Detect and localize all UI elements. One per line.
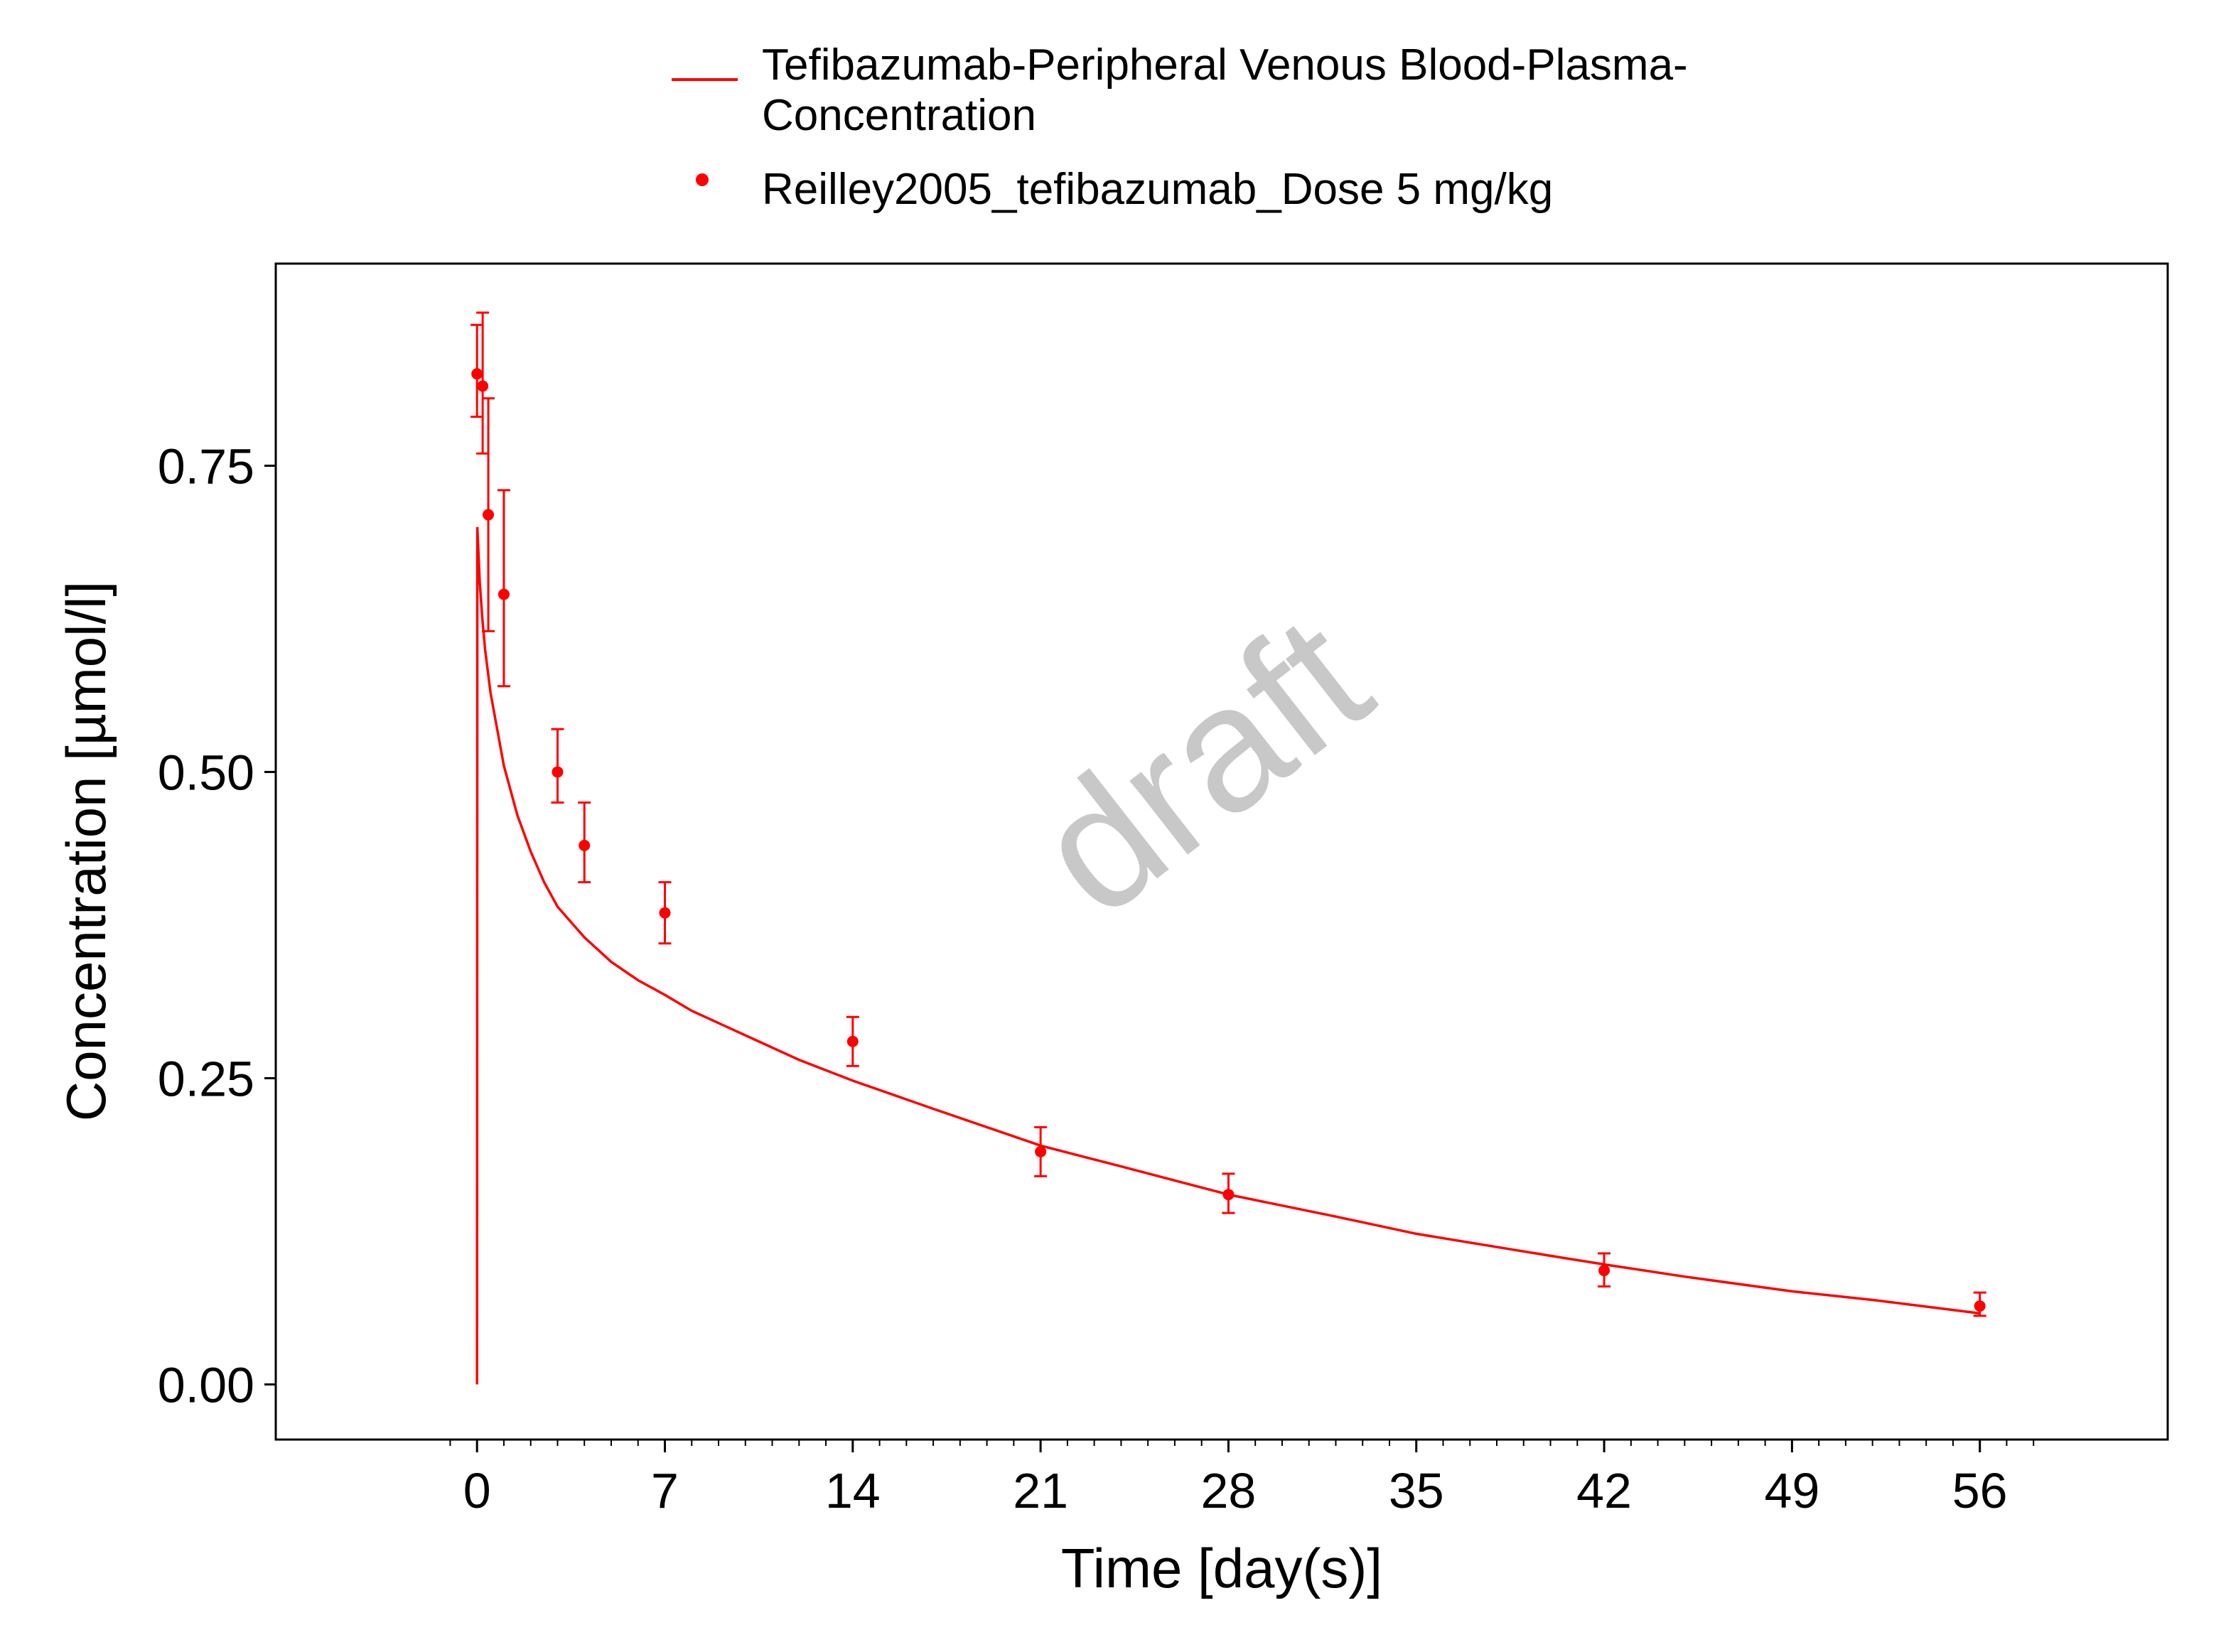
data-point bbox=[846, 1035, 859, 1047]
watermark: draft bbox=[1001, 578, 1404, 953]
y-tick-label: 0.50 bbox=[158, 745, 254, 800]
plot-area bbox=[274, 262, 2169, 1441]
data-point bbox=[477, 380, 489, 392]
x-tick-label: 35 bbox=[1389, 1463, 1444, 1518]
data-point bbox=[1974, 1300, 1986, 1312]
x-axis-title: Time [day(s)] bbox=[1061, 1537, 1382, 1599]
data-point-group bbox=[482, 397, 495, 632]
x-tick-label: 49 bbox=[1764, 1463, 1819, 1518]
legend: Tefibazumab-Peripheral Venous Blood-Plas… bbox=[672, 41, 1688, 214]
data-point bbox=[579, 839, 591, 851]
series-layer bbox=[470, 311, 1986, 1385]
data-point bbox=[483, 509, 495, 521]
data-point bbox=[1598, 1265, 1610, 1277]
data-point-group bbox=[1034, 1125, 1048, 1177]
legend-point-swatch bbox=[696, 173, 709, 186]
data-point-group bbox=[470, 323, 484, 418]
x-axis: 0 7 14 21 28 35 42 49 56 bbox=[449, 1440, 2035, 1518]
data-point-group bbox=[497, 489, 510, 688]
legend-label-points: Reilley2005_tefibazumab_Dose 5 mg/kg bbox=[762, 165, 1553, 214]
x-tick-label: 7 bbox=[651, 1463, 679, 1518]
data-point bbox=[1035, 1145, 1047, 1157]
data-point-group bbox=[846, 1015, 859, 1067]
x-tick-label: 28 bbox=[1201, 1463, 1257, 1518]
data-point bbox=[552, 766, 564, 778]
data-point-group bbox=[1598, 1252, 1611, 1288]
x-tick-label: 42 bbox=[1576, 1463, 1632, 1518]
simulation-line bbox=[475, 527, 1980, 1385]
x-tick-label: 14 bbox=[825, 1463, 881, 1518]
legend-label-line-2: Concentration bbox=[762, 91, 1036, 140]
data-point-group bbox=[1222, 1172, 1235, 1214]
y-axis-title: Concentration [µmol/l] bbox=[55, 581, 117, 1121]
data-point-group bbox=[1973, 1291, 1986, 1317]
y-axis: 0.00 0.25 0.50 0.75 bbox=[158, 438, 276, 1413]
data-point-group bbox=[578, 801, 591, 884]
legend-label-line-1: Tefibazumab-Peripheral Venous Blood-Plas… bbox=[762, 41, 1688, 90]
data-point-group bbox=[476, 311, 490, 455]
data-point bbox=[659, 907, 671, 919]
x-tick-label: 56 bbox=[1952, 1463, 2008, 1518]
y-tick-label: 0.25 bbox=[158, 1051, 254, 1106]
y-tick-label: 0.75 bbox=[158, 438, 254, 494]
data-point-group bbox=[658, 881, 672, 945]
data-point-group bbox=[551, 728, 564, 804]
y-tick-label: 0.00 bbox=[158, 1357, 254, 1413]
x-tick-label: 21 bbox=[1013, 1463, 1068, 1518]
data-point bbox=[471, 368, 483, 380]
data-point bbox=[1222, 1189, 1235, 1201]
x-tick-label: 0 bbox=[463, 1463, 491, 1518]
data-point bbox=[498, 588, 510, 600]
